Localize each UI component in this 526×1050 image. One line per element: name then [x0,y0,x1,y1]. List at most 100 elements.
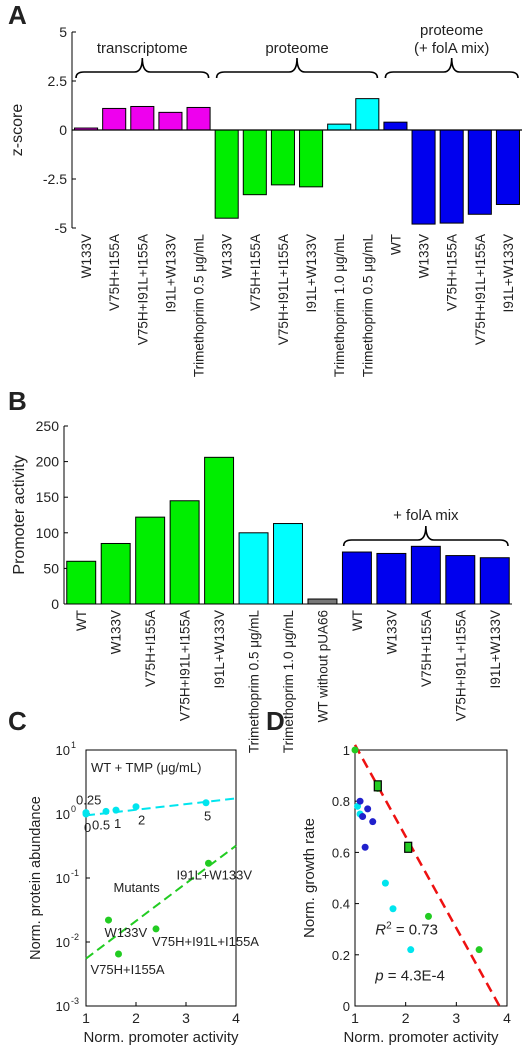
data-point [475,946,483,954]
y-tick-exponent: -2 [71,932,79,942]
y-tick-label: 10 [56,807,70,822]
y-tick-label: 10 [56,871,70,886]
x-tick-label: 4 [503,1010,511,1026]
x-tick-label: WT [388,234,403,255]
point-label: 1 [114,816,121,831]
x-tick-label: I91L+W133V [304,234,319,312]
y-tick-exponent: 1 [71,740,76,750]
bar [238,532,269,605]
bar [410,545,441,605]
group-brace [75,57,210,79]
bar [135,516,166,605]
x-tick-label: V75H+I155A [419,610,434,687]
x-tick-label: I91L+W133V [488,610,503,688]
x-tick-label: WT without pUA66 [315,610,330,722]
error-point [404,841,413,853]
bar [270,129,295,186]
point-label: 0.25 [76,793,101,808]
y-tick-label: 0.6 [332,845,350,860]
group-label: proteome [420,22,483,39]
bar [242,129,267,196]
error-point [373,780,382,792]
plot-frame [354,749,508,1007]
group-label: proteome [265,40,328,57]
group-label: (+ folA mix) [414,40,489,57]
x-tick-label: Trimethoprim 1.0 μg/mL [332,234,347,378]
bar [158,111,183,131]
data-point [356,797,364,805]
bar [327,123,352,131]
bar [341,551,372,605]
y-tick-label: 0.8 [332,794,350,809]
data-point [112,806,120,814]
x-tick-label: V75H+I91L+I155A [473,234,488,345]
data-point [364,805,372,813]
bar [355,98,380,131]
bar [299,129,324,188]
group-label: + folA mix [393,507,459,524]
panel-label-d: D [266,706,285,736]
y-tick-label: 10 [56,743,70,758]
annotation-tmp: WT + TMP (μg/mL) [91,760,201,775]
y-tick-label: 2.5 [48,73,68,89]
y-tick-label: 100 [36,525,60,541]
data-point [389,905,397,913]
bar [214,129,239,219]
point-label: W133V [105,925,148,940]
y-tick-label: -5 [55,220,68,236]
bar [307,598,338,605]
bar [130,105,155,131]
x-tick-label: W133V [109,610,124,654]
x-tick-label: 1 [351,1010,359,1026]
bar [169,500,200,605]
x-tick-label: I91L+W133V [163,234,178,312]
y-tick-label: 0 [343,999,350,1014]
annotation-mutants: Mutants [114,880,161,895]
x-tick-label: 1 [82,1010,90,1026]
group-label: transcriptome [97,40,188,57]
x-tick-label: V75H+I91L+I155A [178,610,193,721]
y-tick-label: 5 [59,24,67,40]
data-point [132,803,140,811]
x-tick-label: 4 [232,1010,240,1026]
point-label: 5 [204,809,211,824]
y-axis-label: Norm. growth rate [301,818,318,938]
data-point [361,843,369,851]
trend-line [85,797,237,817]
x-tick-label: V75H+I155A [248,234,263,311]
x-tick-label: 3 [452,1010,460,1026]
x-tick-label: V75H+I91L+I155A [135,234,150,345]
x-tick-label: WT [74,610,89,631]
x-tick-label: V75H+I91L+I155A [453,610,468,721]
bar [439,129,464,224]
y-tick-exponent: 0 [71,804,76,814]
group-brace [384,57,519,79]
data-point [105,916,112,924]
data-point [369,818,377,826]
bar [383,121,408,131]
bar [376,552,407,605]
bar [186,106,211,131]
data-point [115,950,122,958]
x-tick-label: V75H+I155A [445,234,460,311]
y-axis-label: Promoter activity [11,455,28,574]
panel-label-b: B [8,386,27,416]
x-tick-label: V75H+I155A [107,234,122,311]
x-tick-label: V75H+I91L+I155A [276,234,291,345]
point-label: V75H+I155A [91,962,165,977]
point-label: 2 [138,813,145,828]
x-tick-label: 2 [132,1010,140,1026]
y-tick-label: 150 [36,489,60,505]
y-axis-label: Norm. protein abundance [28,796,44,960]
data-point [407,946,415,954]
x-tick-label: 3 [182,1010,190,1026]
y-tick-label: 0.4 [332,897,350,912]
y-tick-exponent: -1 [71,868,79,878]
bar [479,557,510,605]
data-point [205,859,212,867]
data-point [82,809,90,817]
bar [102,107,127,131]
data-point [359,813,367,821]
